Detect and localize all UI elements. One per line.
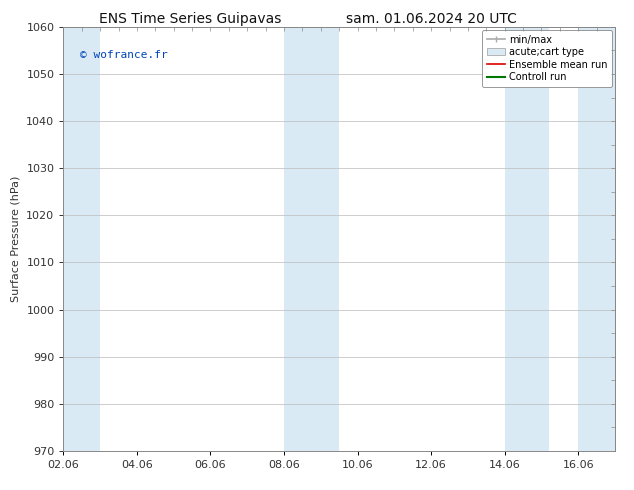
Bar xyxy=(284,27,339,451)
Bar xyxy=(505,27,549,451)
Y-axis label: Surface Pressure (hPa): Surface Pressure (hPa) xyxy=(11,176,21,302)
Text: ENS Time Series Guipavas: ENS Time Series Guipavas xyxy=(99,12,281,26)
Text: © wofrance.fr: © wofrance.fr xyxy=(80,50,168,60)
Bar xyxy=(60,27,100,451)
Legend: min/max, acute;cart type, Ensemble mean run, Controll run: min/max, acute;cart type, Ensemble mean … xyxy=(482,30,612,87)
Text: sam. 01.06.2024 20 UTC: sam. 01.06.2024 20 UTC xyxy=(346,12,517,26)
Bar xyxy=(578,27,619,451)
